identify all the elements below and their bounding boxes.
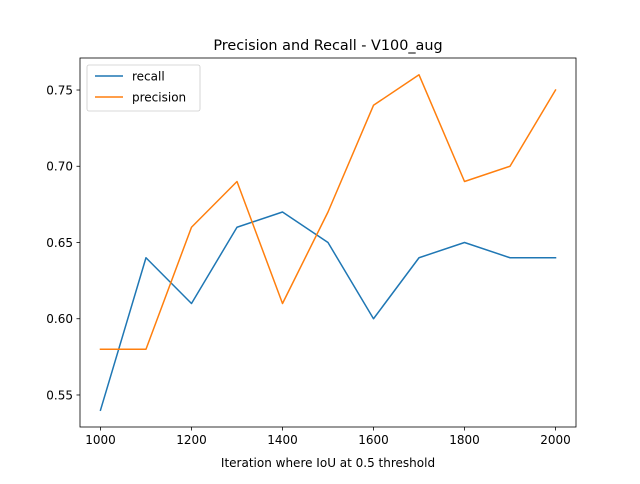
- y-tick-label: 0.55: [46, 388, 73, 402]
- y-tick-label: 0.75: [46, 83, 73, 97]
- plot-area: 1000 1200 1400 1600 1800 2000 0.55 0.60 0.65 0.70…: [46, 57, 577, 447]
- legend-label-precision: precision: [132, 90, 186, 104]
- x-tick-label: 1200: [176, 433, 207, 447]
- series-line-precision: [99, 74, 557, 350]
- legend-label-recall: recall: [132, 69, 165, 83]
- x-tick-label: 2000: [540, 433, 571, 447]
- x-axis-label: Iteration where IoU at 0.5 threshold: [221, 456, 435, 470]
- y-tick-label: 0.60: [46, 312, 73, 326]
- x-tick-label: 1600: [358, 433, 389, 447]
- series-line-recall: [99, 211, 557, 412]
- x-tick-label: 1000: [85, 433, 116, 447]
- y-tick-label: 0.65: [46, 236, 73, 250]
- x-tick-label: 1800: [449, 433, 480, 447]
- y-tick-label: 0.70: [46, 160, 73, 174]
- chart-title: Precision and Recall - V100_aug: [213, 38, 442, 54]
- x-tick-label: 1400: [267, 433, 298, 447]
